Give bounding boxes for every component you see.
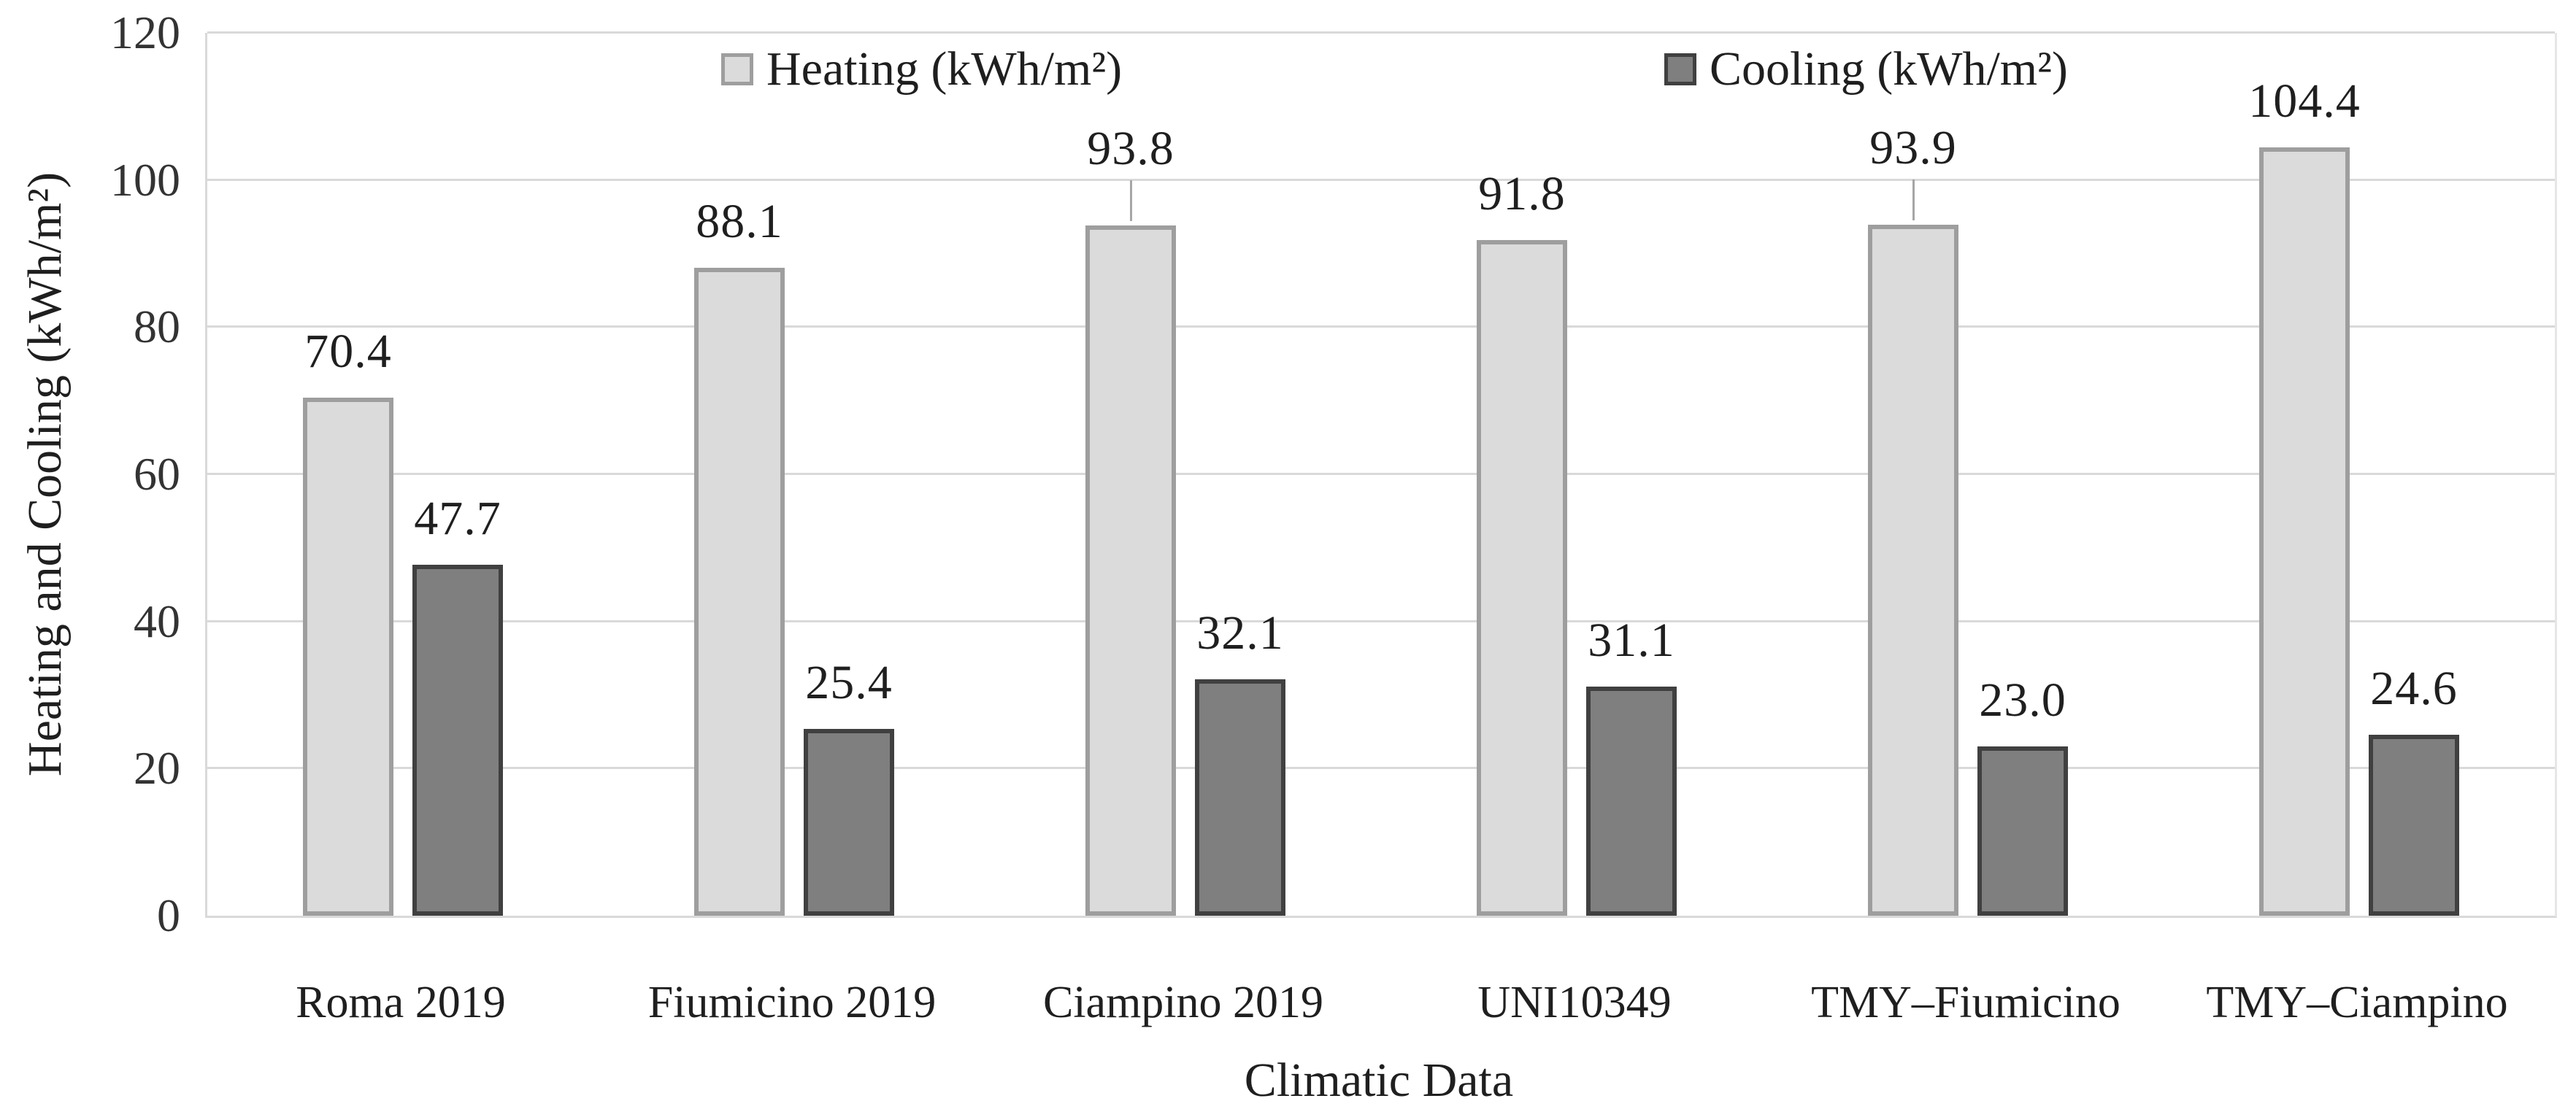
legend-item-heating: Heating (kWh/m²) xyxy=(721,45,1122,93)
y-tick-label-40: 40 xyxy=(134,595,180,647)
x-category-label-Roma 2019: Roma 2019 xyxy=(296,978,506,1027)
data-label-leader-line xyxy=(1912,179,1915,220)
data-label-88.1: 88.1 xyxy=(696,195,783,248)
bar-heating-Roma 2019 xyxy=(303,398,393,916)
gridline-40 xyxy=(207,619,2555,622)
bar-cooling-TMY–Fiumicino xyxy=(1977,746,2068,916)
bar-cooling-Fiumicino 2019 xyxy=(804,729,894,916)
cooling-legend-swatch-icon xyxy=(1664,53,1696,85)
data-label-23.0: 23.0 xyxy=(1979,673,2066,727)
data-label-47.7: 47.7 xyxy=(414,492,501,545)
y-tick-label-100: 100 xyxy=(110,153,180,206)
data-label-31.1: 31.1 xyxy=(1588,614,1675,667)
gridline-20 xyxy=(207,767,2555,770)
bar-heating-TMY–Fiumicino xyxy=(1868,225,1958,916)
plot-area: 70.4 47.7 88.1 25.4 93.8 32.1 91.8 31.1 93.9 23.0… xyxy=(205,31,2557,918)
x-category-label-TMY–Ciampino: TMY–Ciampino xyxy=(2206,978,2508,1027)
y-tick-label-20: 20 xyxy=(134,742,180,795)
bar-heating-Ciampino 2019 xyxy=(1085,225,1176,916)
x-category-label-Fiumicino 2019: Fiumicino 2019 xyxy=(647,978,937,1027)
heating-legend-label: Heating (kWh/m²) xyxy=(766,42,1123,96)
bar-heating-TMY–Ciampino xyxy=(2259,147,2350,916)
data-label-24.6: 24.6 xyxy=(2370,662,2458,715)
bar-cooling-TMY–Ciampino xyxy=(2369,735,2459,916)
bar-cooling-UNI10349 xyxy=(1586,687,1677,916)
data-label-70.4: 70.4 xyxy=(304,325,392,378)
data-label-104.4: 104.4 xyxy=(2248,74,2361,128)
bar-heating-UNI10349 xyxy=(1477,240,1567,916)
gridline-100 xyxy=(207,178,2555,181)
y-tick-label-0: 0 xyxy=(157,889,180,941)
x-category-label-UNI10349: UNI10349 xyxy=(1477,978,1672,1027)
cooling-legend-label: Cooling (kWh/m²) xyxy=(1710,42,2068,96)
x-category-label-Ciampino 2019: Ciampino 2019 xyxy=(1042,978,1324,1027)
bar-cooling-Roma 2019 xyxy=(412,565,503,916)
data-label-93.8: 93.8 xyxy=(1087,122,1174,175)
x-axis-title: Climatic Data xyxy=(1244,1054,1514,1107)
data-label-leader-line xyxy=(1130,180,1132,221)
bar-heating-Fiumicino 2019 xyxy=(694,268,785,916)
bar-cooling-Ciampino 2019 xyxy=(1195,679,1285,916)
y-tick-label-60: 60 xyxy=(134,448,180,500)
y-tick-label-80: 80 xyxy=(134,301,180,353)
gridline-120 xyxy=(207,31,2555,34)
data-label-93.9: 93.9 xyxy=(1869,121,1957,174)
gridline-60 xyxy=(207,473,2555,475)
x-category-label-TMY–Fiumicino: TMY–Fiumicino xyxy=(1811,978,2121,1027)
data-label-32.1: 32.1 xyxy=(1196,606,1284,660)
heating-legend-swatch-icon xyxy=(721,53,753,85)
gridline-80 xyxy=(207,325,2555,328)
y-tick-label-120: 120 xyxy=(110,7,180,58)
data-label-91.8: 91.8 xyxy=(1478,167,1566,220)
data-label-25.4: 25.4 xyxy=(805,656,893,709)
legend-item-cooling: Cooling (kWh/m²) xyxy=(1664,45,2068,93)
